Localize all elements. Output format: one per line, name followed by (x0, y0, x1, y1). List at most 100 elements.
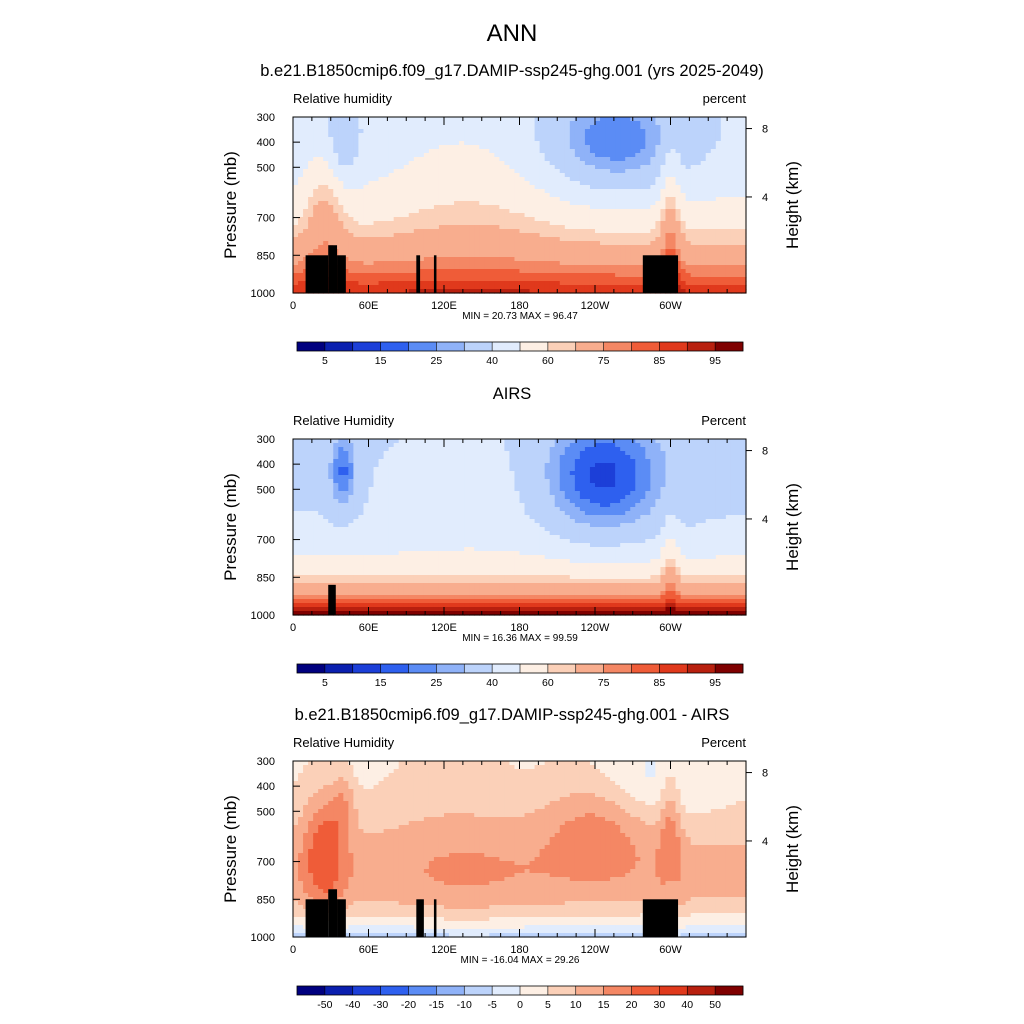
panel-3-x-tick-label: 120W (581, 944, 610, 956)
panel-3-x-tick-label: 60E (359, 944, 379, 956)
panel-1-colorbar-swatch (492, 342, 521, 351)
panel-3-title: b.e21.B1850cmip6.f09_g17.DAMIP-ssp245-gh… (294, 706, 730, 724)
panel-2-colorbar-swatch (603, 664, 632, 673)
panel-1-colorbar-swatch (297, 342, 326, 351)
panel-2-colorbar-label: 75 (598, 677, 610, 689)
panel-2-colorbar-swatch (380, 664, 409, 673)
panel-2-colorbar-swatch (352, 664, 381, 673)
panel-3-topography (305, 899, 329, 937)
panel-2-x-tick-label: 120E (431, 622, 457, 634)
panel-3-topography (337, 899, 346, 937)
panel-1-colorbar-swatch (715, 342, 744, 351)
panel-2-y-tick-label: 500 (257, 484, 275, 496)
panel-3-colorbar-swatch (575, 986, 604, 995)
panel-3-colorbar-swatch (715, 986, 744, 995)
panel-3-colorbar-label: 30 (654, 999, 666, 1011)
panel-3-topography (328, 889, 338, 937)
panel-3-colorbar-swatch (659, 986, 688, 995)
panel-3-x-tick-label: 180 (510, 944, 528, 956)
panel-1-colorbar-swatch (324, 342, 354, 351)
panel-2-height-tick-label: 4 (762, 514, 768, 526)
panel-1-colorbar-swatch (547, 342, 577, 351)
panel-3-y-tick-label: 300 (257, 756, 275, 768)
panel-2-colorbar-label: 25 (431, 677, 443, 689)
panel-3-y-tick-label: 850 (257, 894, 275, 906)
panel-1-colorbar-label: 15 (375, 355, 387, 367)
panel-3-colorbar-label: 10 (570, 999, 582, 1011)
panel-3-height-axis-title: Height (km) (783, 805, 802, 893)
panel-1-x-tick-label: 60E (359, 300, 379, 312)
panel-3-colorbar-label: -15 (429, 999, 444, 1011)
panel-1-topography (642, 255, 679, 293)
panel-3-colorbar-label: 20 (626, 999, 638, 1011)
panel-1-topography (305, 255, 329, 293)
panel-1-height-axis-title: Height (km) (783, 161, 802, 249)
panel-3-colorbar-swatch (520, 986, 549, 995)
panel-1-topography (328, 245, 338, 293)
panel-2-y-tick-label: 700 (257, 535, 275, 547)
panel-2-colorbar-swatch (324, 664, 354, 673)
panel-2-colorbar-label: 15 (375, 677, 387, 689)
panel-2-colorbar-swatch (659, 664, 688, 673)
panel-3-colorbar-swatch (352, 986, 381, 995)
panel-1-colorbar-swatch (352, 342, 381, 351)
panel-2-height-axis-title: Height (km) (783, 483, 802, 571)
figure-title: ANN (486, 20, 538, 47)
panel-2-colorbar-swatch (715, 664, 744, 673)
panel-2-colorbar-swatch (464, 664, 493, 673)
panel-1-colorbar-swatch (408, 342, 437, 351)
panel-2-y-tick-label: 850 (257, 572, 275, 584)
panel-1-x-tick-label: 0 (290, 300, 296, 312)
panel-1-colorbar-label: 60 (542, 355, 554, 367)
panel-3-colorbar-swatch (464, 986, 493, 995)
panel-1-topography (337, 255, 346, 293)
panel-2-colorbar-label: 40 (486, 677, 498, 689)
panel-1-colorbar-label: 25 (431, 355, 443, 367)
panel-1-x-tick-label: 120E (431, 300, 457, 312)
panel-3-y-tick-label: 500 (257, 806, 275, 818)
panel-3-topography (433, 899, 437, 937)
panel-1-colorbar-swatch (464, 342, 493, 351)
panel-3-colorbar-label: -20 (401, 999, 416, 1011)
panel-1-x-tick-label: 60W (659, 300, 682, 312)
panel-1-colorbar-label: 85 (654, 355, 666, 367)
panel-3-colorbar-label: 50 (709, 999, 721, 1011)
panel-3-x-tick-label: 0 (290, 944, 296, 956)
panel-3-colorbar-label: 15 (598, 999, 610, 1011)
panel-1-height-tick-label: 4 (762, 192, 768, 204)
panel-1-y-tick-label: 850 (257, 250, 275, 262)
panel-3-colorbar-swatch (687, 986, 716, 995)
panel-3-colorbar-label: -5 (487, 999, 496, 1011)
panel-3-colorbar-swatch (324, 986, 354, 995)
panel-1-y-tick-label: 1000 (251, 288, 275, 300)
panel-2-colorbar-swatch (408, 664, 437, 673)
panel-1-field (293, 117, 747, 294)
panel-2-colorbar-label: 5 (322, 677, 328, 689)
panel-3-colorbar-label: 40 (681, 999, 693, 1011)
panel-1-topography (433, 255, 437, 293)
panel-2-colorbar-swatch (547, 664, 577, 673)
panel-1-colorbar-label: 40 (486, 355, 498, 367)
panel-2-variable-label: Relative Humidity (293, 413, 395, 428)
panel-1-y-tick-label: 500 (257, 162, 275, 174)
panel-3-topography (416, 899, 424, 937)
panel-1-colorbar-label: 95 (709, 355, 721, 367)
panel-3-height-tick-label: 8 (762, 768, 768, 780)
panel-3-colorbar-swatch (603, 986, 632, 995)
panel-1-y-tick-label: 700 (257, 213, 275, 225)
panel-2-y-axis-title: Pressure (mb) (221, 473, 240, 581)
panel-1-height-tick-label: 8 (762, 124, 768, 136)
panel-2-y-tick-label: 1000 (251, 610, 275, 622)
panel-2-x-tick-label: 60E (359, 622, 379, 634)
panel-1-x-tick-label: 180 (510, 300, 528, 312)
panel-3-x-tick-label: 120E (431, 944, 457, 956)
panel-3-colorbar-label: -50 (317, 999, 332, 1011)
panel-3-field (293, 761, 747, 938)
panel-1-units-label: percent (703, 91, 747, 106)
panel-1-min-max: MIN = 20.73 MAX = 96.47 (462, 311, 578, 322)
panel-1-colorbar-swatch (631, 342, 660, 351)
panel-1-variable-label: Relative humidity (293, 91, 392, 106)
panel-2-topography (328, 584, 336, 615)
panel-3-colorbar-swatch (380, 986, 409, 995)
panel-3-variable-label: Relative Humidity (293, 735, 395, 750)
